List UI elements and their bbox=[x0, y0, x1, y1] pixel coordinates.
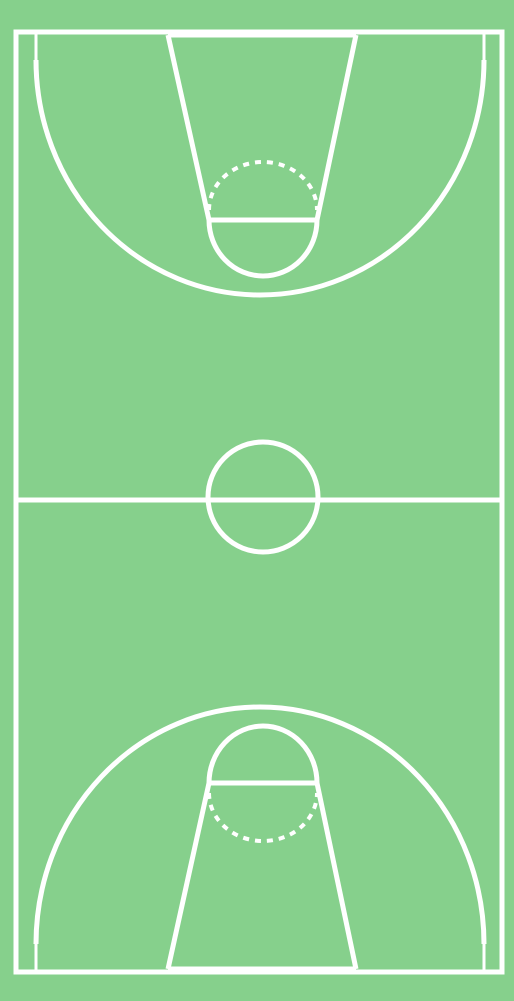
center-circle bbox=[205, 439, 321, 555]
top-key-sides bbox=[165, 34, 359, 221]
bottom-free-throw-arc-solid bbox=[206, 723, 320, 784]
watermark-text bbox=[2, 816, 14, 956]
bottom-three-point-arc bbox=[33, 704, 487, 945]
top-free-throw-arc-solid bbox=[206, 219, 320, 279]
top-three-point-arc bbox=[33, 59, 487, 298]
bottom-key-sides bbox=[165, 782, 359, 970]
